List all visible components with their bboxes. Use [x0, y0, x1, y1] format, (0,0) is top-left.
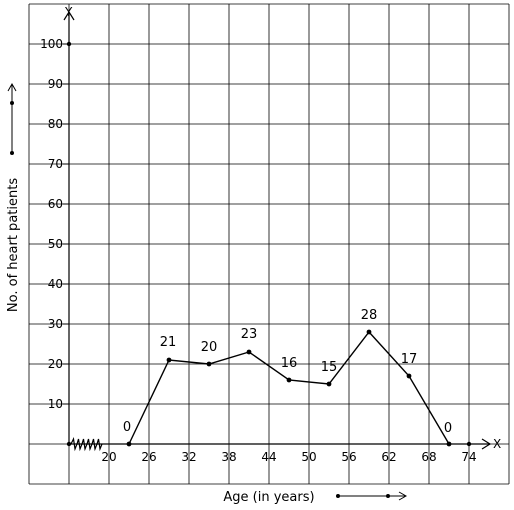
- x-axis-letter: X: [493, 437, 501, 451]
- grid-lines: [28, 3, 510, 485]
- x-tick-label: 56: [341, 450, 356, 464]
- x-tick-label: 44: [261, 450, 276, 464]
- axis-titles: Age (in years) No. of heart patients X Y: [6, 5, 501, 505]
- y-tick-label: 20: [48, 357, 63, 371]
- data-label: 15: [321, 360, 338, 375]
- y-tick-label: 50: [48, 237, 63, 251]
- data-point: [206, 361, 212, 367]
- x-tick-label: 62: [381, 450, 396, 464]
- x-tick-label: 20: [101, 450, 116, 464]
- y-tick-label: 40: [48, 277, 63, 291]
- x-tick-label: 50: [301, 450, 316, 464]
- origin-point: [66, 441, 72, 447]
- data-label: 16: [281, 356, 298, 371]
- decorative-arrows: [7, 82, 408, 501]
- x-tick-label: 26: [141, 450, 156, 464]
- data-point: [406, 373, 412, 379]
- y-tick-label: 70: [48, 157, 63, 171]
- axes: [63, 10, 492, 452]
- data-point: [326, 381, 332, 387]
- data-label: 23: [241, 327, 258, 342]
- x-axis-title: Age (in years): [223, 490, 314, 505]
- data-point: [126, 441, 132, 447]
- y-tick-label: 100: [40, 37, 63, 51]
- y-tick-label: 90: [48, 77, 63, 91]
- y-axis-arrow: [63, 10, 75, 21]
- data-point: [446, 441, 452, 447]
- data-point: [286, 377, 292, 383]
- x-axis-arrow: [481, 438, 492, 450]
- axis-end-point: [466, 441, 472, 447]
- series-line: [128, 330, 450, 445]
- data-label: 0: [123, 420, 131, 435]
- y-tick-label: 30: [48, 317, 63, 331]
- x-tick-label: 32: [181, 450, 196, 464]
- data-point: [166, 357, 172, 363]
- data-point: [366, 329, 372, 335]
- y-tick-label: 60: [48, 197, 63, 211]
- data-series: 0 21 20 23 16 15 28 17 0: [123, 308, 472, 447]
- y-axis-title: No. of heart patients: [6, 178, 21, 312]
- x-axis-break: [70, 437, 103, 452]
- x-tick-label: 38: [221, 450, 236, 464]
- y-tick-label: 80: [48, 117, 63, 131]
- data-label: 0: [444, 421, 452, 436]
- data-label: 20: [201, 340, 218, 355]
- data-label: 28: [361, 308, 378, 323]
- y-axis-letter: Y: [64, 5, 73, 19]
- tick-labels: 20 26 32 38 44 50 56 62 68 74 10 20 30 40 50 60 70 80 90 10…: [40, 37, 477, 464]
- data-label: 21: [160, 335, 177, 350]
- x-tick-label: 74: [461, 450, 476, 464]
- x-tick-label: 68: [421, 450, 436, 464]
- data-point: [246, 349, 252, 355]
- data-label: 17: [401, 352, 418, 367]
- y-tick-label: 10: [48, 397, 63, 411]
